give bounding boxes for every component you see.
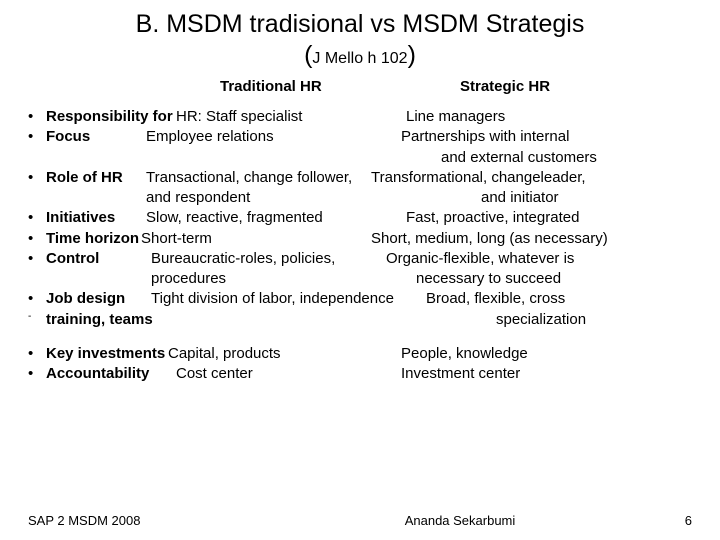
row-label: Accountability bbox=[46, 364, 176, 384]
bullet-icon: • bbox=[28, 127, 46, 147]
traditional-value: Slow, reactive, fragmented bbox=[146, 208, 406, 228]
row-label: Focus bbox=[46, 127, 146, 147]
slide-footer: SAP 2 MSDM 2008 Ananda Sekarbumi 6 bbox=[0, 513, 720, 528]
strategic-value: and initiator bbox=[481, 188, 559, 208]
row-label: Control bbox=[46, 249, 151, 269]
bullet-icon: • bbox=[28, 344, 46, 364]
strategic-value: and external customers bbox=[441, 148, 597, 168]
strategic-value: Transformational, changeleader, bbox=[371, 168, 586, 188]
footer-center: Ananda Sekarbumi bbox=[288, 513, 632, 528]
row-job-design: • Job design Tight division of labor, in… bbox=[28, 289, 692, 309]
bullet-icon: • bbox=[28, 289, 46, 309]
traditional-value: procedures bbox=[151, 269, 416, 289]
citation: J Mello h 102 bbox=[312, 50, 407, 67]
strategic-value: People, knowledge bbox=[401, 344, 528, 364]
row-control-cont: procedures necessary to succeed bbox=[28, 269, 692, 289]
footer-left: SAP 2 MSDM 2008 bbox=[28, 513, 288, 528]
bullet-icon: • bbox=[28, 107, 46, 127]
traditional-value: Cost center bbox=[176, 364, 401, 384]
row-label: Key investments bbox=[46, 344, 168, 364]
traditional-value: and respondent bbox=[146, 188, 481, 208]
strategic-value: Investment center bbox=[401, 364, 520, 384]
column-headers: Traditional HR Strategic HR bbox=[0, 78, 720, 95]
row-time-horizon: • Time horizon Short-term Short, medium,… bbox=[28, 229, 692, 249]
strategic-value: necessary to succeed bbox=[416, 269, 561, 289]
row-label: training, teams bbox=[46, 310, 496, 330]
row-initiatives: • Initiatives Slow, reactive, fragmented… bbox=[28, 208, 692, 228]
strategic-value: Line managers bbox=[406, 107, 505, 127]
traditional-value: Short-term bbox=[141, 229, 371, 249]
comparison-body: • Responsibility for HR: Staff specialis… bbox=[0, 95, 720, 384]
strategic-value: Organic-flexible, whatever is bbox=[386, 249, 574, 269]
row-accountability: • Accountability Cost center Investment … bbox=[28, 364, 692, 384]
bullet-icon: • bbox=[28, 208, 46, 228]
row-role: • Role of HR Transactional, change follo… bbox=[28, 168, 692, 188]
row-label: Responsibility for bbox=[46, 107, 176, 127]
row-label: Time horizon bbox=[46, 229, 141, 249]
page-number: 6 bbox=[632, 513, 692, 528]
bullet-icon: • bbox=[28, 168, 46, 188]
row-label: Role of HR bbox=[46, 168, 146, 188]
paren-close: ) bbox=[408, 41, 416, 69]
strategic-value: Fast, proactive, integrated bbox=[406, 208, 579, 228]
strategic-value: Partnerships with internal bbox=[401, 127, 569, 147]
traditional-value: Capital, products bbox=[168, 344, 401, 364]
traditional-value: Tight division of labor, independence bbox=[151, 289, 426, 309]
row-focus: • Focus Employee relations Partnerships … bbox=[28, 127, 692, 147]
bullet-icon: • bbox=[28, 229, 46, 249]
row-label: Job design bbox=[46, 289, 151, 309]
header-strategic: Strategic HR bbox=[440, 78, 690, 95]
traditional-value: Employee relations bbox=[146, 127, 401, 147]
row-control: • Control Bureaucratic-roles, policies, … bbox=[28, 249, 692, 269]
row-job-design-cont: - training, teams specialization bbox=[28, 310, 692, 330]
slide-title: B. MSDM tradisional vs MSDM Strategis bbox=[0, 0, 720, 39]
row-responsibility: • Responsibility for HR: Staff specialis… bbox=[28, 107, 692, 127]
strategic-value: Short, medium, long (as necessary) bbox=[371, 229, 608, 249]
strategic-value: specialization bbox=[496, 310, 586, 330]
traditional-value: HR: Staff specialist bbox=[176, 107, 406, 127]
bullet-icon: • bbox=[28, 249, 46, 269]
header-traditional: Traditional HR bbox=[220, 78, 440, 95]
slide-subtitle: (J Mello h 102) bbox=[0, 41, 720, 70]
traditional-value: Bureaucratic-roles, policies, bbox=[151, 249, 386, 269]
traditional-value: Transactional, change follower, bbox=[146, 168, 371, 188]
row-focus-cont: and external customers bbox=[28, 148, 692, 168]
row-role-cont: and respondent and initiator bbox=[28, 188, 692, 208]
bullet-icon: • bbox=[28, 364, 46, 384]
row-label: Initiatives bbox=[46, 208, 146, 228]
row-key-investments: • Key investments Capital, products Peop… bbox=[28, 344, 692, 364]
dash-icon: - bbox=[28, 310, 46, 324]
strategic-value: Broad, flexible, cross bbox=[426, 289, 565, 309]
